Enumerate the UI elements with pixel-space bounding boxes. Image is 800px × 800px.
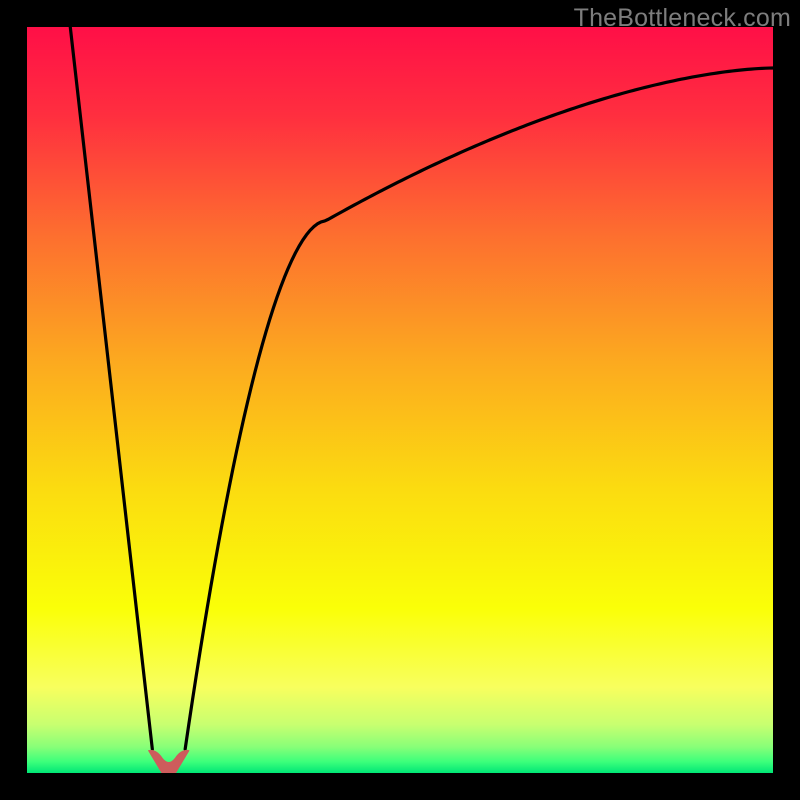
chart-svg [27,27,773,773]
chart-frame: TheBottleneck.com [0,0,800,800]
watermark-text: TheBottleneck.com [574,4,791,33]
plot-area [27,27,773,773]
